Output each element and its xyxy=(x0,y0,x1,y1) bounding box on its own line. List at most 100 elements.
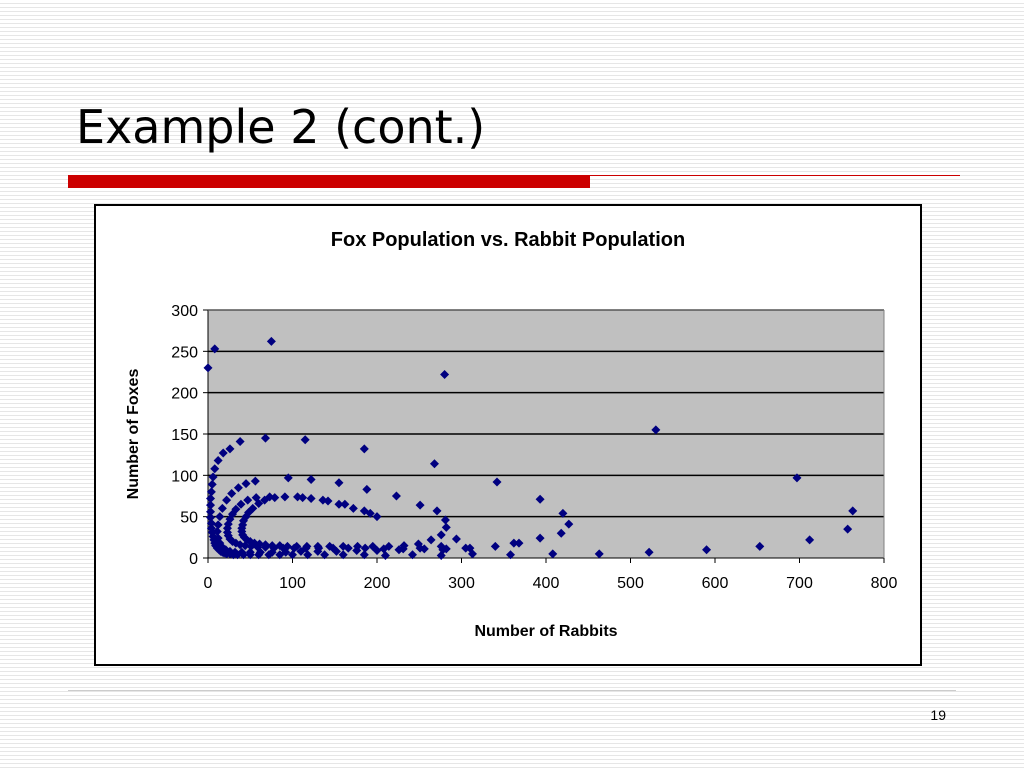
data-point xyxy=(206,507,216,517)
data-point xyxy=(843,524,853,534)
data-point xyxy=(227,489,237,499)
data-point xyxy=(233,483,243,493)
data-point xyxy=(441,522,451,532)
data-point xyxy=(246,541,256,551)
data-point xyxy=(206,512,216,522)
data-point xyxy=(313,546,323,556)
data-point xyxy=(506,550,516,560)
title-underline-rule xyxy=(590,175,960,176)
slide-title: Example 2 (cont.) xyxy=(76,100,486,154)
data-point xyxy=(492,477,502,487)
data-point xyxy=(651,425,661,435)
data-point xyxy=(206,518,216,528)
data-point xyxy=(235,436,245,446)
data-point xyxy=(225,444,235,454)
data-point xyxy=(792,473,802,483)
data-point xyxy=(281,547,291,557)
data-point xyxy=(213,520,223,530)
data-point xyxy=(306,493,316,503)
data-point xyxy=(391,491,401,501)
y-tick-label: 300 xyxy=(171,303,198,320)
data-point xyxy=(372,546,382,556)
data-point xyxy=(380,551,390,561)
data-point xyxy=(283,473,293,483)
data-point xyxy=(206,487,216,497)
data-point xyxy=(334,499,344,509)
data-point xyxy=(206,500,216,510)
data-point xyxy=(237,547,247,557)
data-point xyxy=(325,541,335,551)
data-point xyxy=(275,541,285,551)
data-point xyxy=(210,464,220,474)
data-point xyxy=(296,546,306,556)
data-point xyxy=(266,336,276,346)
data-point xyxy=(338,541,348,551)
data-point xyxy=(535,533,545,543)
data-point xyxy=(222,495,232,505)
data-point xyxy=(217,503,227,513)
data-point xyxy=(440,515,450,525)
data-point xyxy=(461,543,471,553)
data-point xyxy=(213,533,223,543)
data-point xyxy=(394,545,404,555)
y-tick-label: 0 xyxy=(189,551,198,568)
data-point xyxy=(338,550,348,560)
data-point xyxy=(323,496,333,506)
data-point xyxy=(306,474,316,484)
y-axis-title: Number of Foxes xyxy=(125,369,142,500)
data-point xyxy=(372,512,382,522)
data-point xyxy=(644,547,654,557)
data-point xyxy=(203,363,213,373)
data-point xyxy=(313,541,323,551)
x-axis-title: Number of Rabbits xyxy=(474,623,617,640)
data-point xyxy=(432,506,442,516)
data-point xyxy=(288,550,297,560)
data-point xyxy=(755,541,765,551)
x-axis-ticks: 0 100 200 300 400 500 600 700 800 xyxy=(204,558,897,592)
x-tick-label: 200 xyxy=(364,575,391,592)
data-point xyxy=(302,541,312,551)
chart-frame: Fox Population vs. Rabbit Population 0 50… xyxy=(94,204,922,666)
x-tick-label: 600 xyxy=(702,575,729,592)
data-point xyxy=(805,535,815,545)
data-point xyxy=(212,527,222,537)
x-tick-label: 500 xyxy=(617,575,644,592)
data-point xyxy=(426,535,436,545)
data-point xyxy=(241,479,251,489)
y-axis-ticks: 0 50 100 150 200 250 300 xyxy=(171,303,208,568)
data-point xyxy=(362,484,372,494)
data-point xyxy=(213,455,223,465)
data-point xyxy=(490,541,500,551)
data-point xyxy=(260,495,270,505)
data-point xyxy=(270,493,280,503)
data-point xyxy=(206,523,216,533)
y-tick-label: 100 xyxy=(171,468,198,485)
data-point xyxy=(359,444,369,454)
data-point xyxy=(509,538,519,548)
data-point xyxy=(564,519,574,529)
data-point xyxy=(236,499,246,509)
data-point xyxy=(267,547,277,557)
data-point xyxy=(436,530,446,540)
y-tick-label: 50 xyxy=(180,510,198,527)
data-point xyxy=(245,547,255,557)
data-point xyxy=(399,541,409,551)
data-point xyxy=(407,550,417,560)
data-point xyxy=(231,504,241,514)
data-point xyxy=(429,459,439,469)
data-point xyxy=(254,498,264,508)
data-point xyxy=(334,478,344,488)
data-point xyxy=(280,492,290,502)
data-point xyxy=(250,476,260,486)
footer-rule xyxy=(68,690,956,691)
data-point xyxy=(359,550,369,560)
data-point xyxy=(208,472,218,482)
data-point xyxy=(360,543,370,553)
x-tick-label: 400 xyxy=(533,575,560,592)
data-point xyxy=(415,500,425,510)
data-point xyxy=(340,499,350,509)
data-point xyxy=(558,508,568,518)
data-point xyxy=(438,545,448,555)
data-point xyxy=(331,546,341,556)
data-point xyxy=(848,506,858,516)
